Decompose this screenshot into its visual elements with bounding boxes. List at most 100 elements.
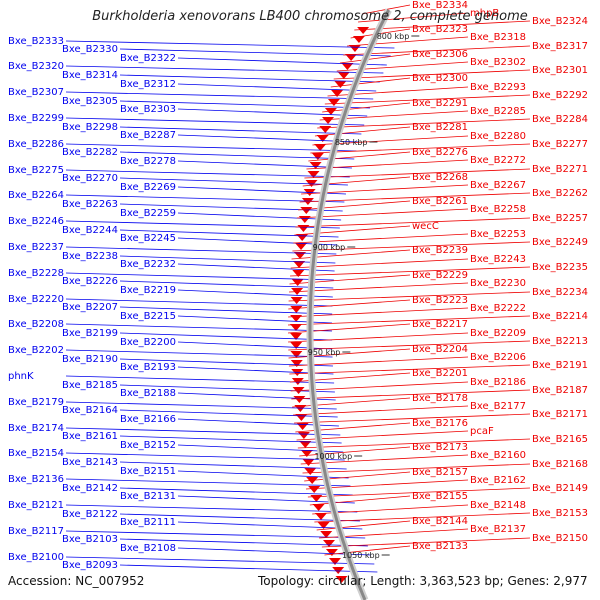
leader-line-left — [119, 409, 338, 418]
leader-line-left — [119, 435, 342, 444]
leader-line-left — [177, 108, 368, 117]
leader-line-right — [324, 94, 531, 105]
gene-label-right: Bxe_B2223 — [412, 295, 468, 306]
gene-label-right: Bxe_B2281 — [412, 122, 468, 133]
gene-label-right: Bxe_B2191 — [532, 360, 588, 371]
gene-label-left: Bxe_B2312 — [120, 79, 176, 90]
leader-line-left — [65, 478, 351, 487]
reverse-gene-arrow — [327, 99, 340, 106]
leader-line-left — [119, 177, 348, 186]
gene-label-left: Bxe_B2164 — [62, 405, 118, 416]
reverse-gene-arrow — [291, 279, 304, 286]
gene-label-right: Bxe_B2213 — [532, 336, 588, 347]
leader-line-left — [119, 461, 347, 470]
leader-line-right — [289, 372, 411, 383]
scale-label: 850 kbp — [335, 138, 368, 147]
leader-line-left — [119, 358, 333, 367]
leader-line-left — [119, 280, 334, 289]
leader-line-left — [119, 126, 362, 135]
gene-label-left: Bxe_B2303 — [120, 104, 176, 115]
leader-line-right — [310, 143, 531, 154]
gene-label-left: Bxe_B2238 — [62, 251, 118, 262]
gene-label-right: Bxe_B2178 — [412, 393, 468, 404]
gene-label-left: Bxe_B2246 — [8, 216, 64, 227]
leader-line-right — [317, 118, 531, 129]
gene-label-right: Bxe_B2155 — [412, 491, 468, 502]
leader-line-right — [292, 241, 531, 252]
leader-line-left — [177, 237, 338, 246]
leader-line-right — [321, 537, 531, 548]
gene-label-left: Bxe_B2100 — [8, 552, 64, 563]
leader-line-left — [177, 392, 336, 401]
gene-label-right: wecC — [412, 221, 439, 232]
gene-label-right: Bxe_B2249 — [532, 237, 588, 248]
reverse-gene-arrow — [294, 252, 307, 259]
leader-line-right — [288, 315, 531, 326]
gene-label-left: Bxe_B2282 — [62, 147, 118, 158]
leader-line-right — [330, 77, 411, 88]
reverse-gene-arrow — [317, 522, 330, 529]
reverse-gene-arrow — [328, 558, 341, 565]
leader-line-right — [293, 233, 469, 244]
leader-line-left — [119, 255, 336, 264]
leader-line-right — [305, 479, 469, 490]
gene-label-right: Bxe_B2173 — [412, 442, 468, 453]
leader-line-right — [301, 184, 469, 195]
gene-label-left: Bxe_B2142 — [62, 483, 118, 494]
leader-line-right — [295, 217, 531, 228]
leader-line-left — [177, 341, 333, 350]
gene-label-left: Bxe_B2121 — [8, 500, 64, 511]
gene-label-right: Bxe_B2234 — [532, 287, 588, 298]
leader-line-left — [177, 263, 335, 272]
reverse-gene-arrow — [314, 144, 327, 151]
gene-label-left: Bxe_B2136 — [8, 474, 64, 485]
accession-text: Accession: NC_007952 — [8, 574, 145, 588]
leader-line-left — [65, 375, 335, 384]
leader-line-right — [297, 438, 531, 449]
leader-line-left — [177, 444, 344, 453]
reverse-gene-arrow — [337, 72, 350, 79]
gene-label-left: Bxe_B2200 — [120, 337, 176, 348]
leader-line-left — [65, 530, 366, 539]
leader-line-left — [119, 151, 355, 160]
gene-label-right: Bxe_B2153 — [532, 508, 588, 519]
gene-label-left: Bxe_B2307 — [8, 87, 64, 98]
leader-line-left — [65, 298, 333, 307]
leader-line-right — [292, 397, 411, 408]
leader-line-left — [177, 57, 387, 66]
leader-line-right — [358, 12, 469, 23]
reverse-gene-arrow — [290, 333, 303, 340]
scale-label: 900 kbp — [313, 243, 346, 252]
leader-line-left — [65, 194, 345, 203]
gene-label-right: Bxe_B2235 — [532, 262, 588, 273]
gene-label-right: Bxe_B2177 — [470, 401, 526, 412]
gene-label-right: Bxe_B2229 — [412, 270, 468, 281]
gene-label-right: Bxe_B2165 — [532, 434, 588, 445]
reverse-gene-arrow — [312, 504, 325, 511]
gene-label-right: Bxe_B2217 — [412, 319, 468, 330]
gene-label-left: Bxe_B2193 — [120, 362, 176, 373]
gene-label-right: Bxe_B2186 — [470, 377, 526, 388]
leader-line-left — [65, 117, 365, 126]
leader-line-right — [290, 266, 531, 277]
reverse-gene-arrow — [345, 54, 358, 61]
gene-label-left: Bxe_B2166 — [120, 414, 176, 425]
gene-label-right: Bxe_B2253 — [470, 229, 526, 240]
reverse-gene-arrow — [335, 576, 348, 583]
reverse-gene-arrow — [300, 207, 313, 214]
reverse-gene-arrow — [322, 117, 335, 124]
gene-label-left: Bxe_B2174 — [8, 423, 64, 434]
leader-line-right — [336, 61, 469, 72]
gene-label-left: Bxe_B2259 — [120, 208, 176, 219]
gene-label-left: Bxe_B2245 — [120, 233, 176, 244]
reverse-gene-arrow — [290, 342, 303, 349]
gene-label-left: Bxe_B2122 — [62, 509, 118, 520]
leader-line-right — [288, 356, 469, 367]
reverse-gene-arrow — [325, 549, 338, 556]
leader-line-left — [65, 504, 358, 513]
gene-label-left: Bxe_B2270 — [62, 173, 118, 184]
gene-label-right: Bxe_B2318 — [470, 32, 526, 43]
gene-label-left: Bxe_B2103 — [62, 534, 118, 545]
reverse-gene-arrow — [309, 162, 322, 169]
leader-line-left — [65, 401, 337, 410]
